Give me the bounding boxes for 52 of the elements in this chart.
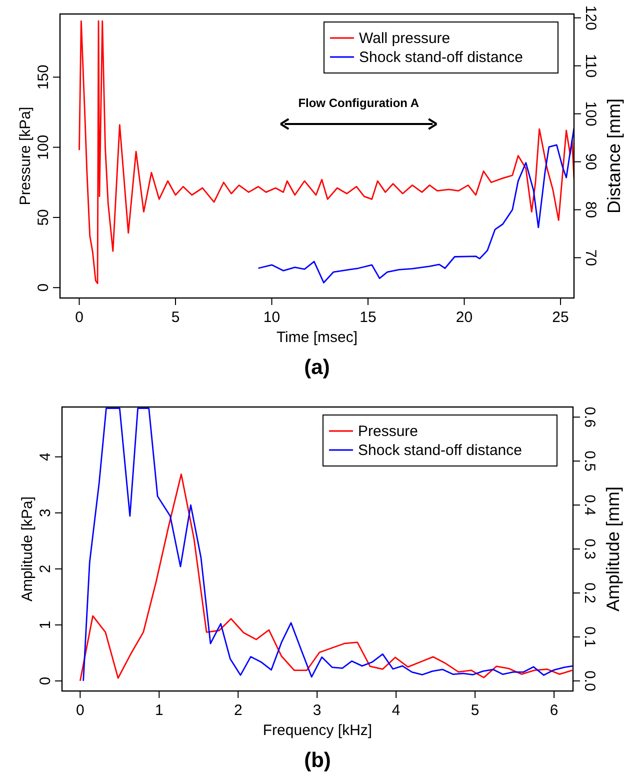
x-tick-label: 3 <box>312 702 322 719</box>
x-tick-label: 15 <box>360 309 376 326</box>
annotation: Flow Configuration A <box>298 96 420 110</box>
legend-label: Pressure <box>358 423 418 440</box>
y-tick-label: 0 <box>35 283 52 292</box>
x-tick-label: 1 <box>154 702 164 719</box>
x-axis-title: Time [msec] <box>276 329 358 346</box>
y-axis-title: Amplitude [kPa] <box>19 496 36 602</box>
legend-label: Wall pressure <box>359 30 450 47</box>
y-tick-label: 3 <box>37 508 54 518</box>
y2-tick-label: 0.4 <box>581 494 598 516</box>
x-tick-label: 0 <box>75 309 84 326</box>
y2-axis-title: Amplitude [mm] <box>603 486 623 612</box>
x-tick-label: 25 <box>552 309 569 326</box>
y-tick-label: 100 <box>35 134 52 160</box>
x-tick-label: 10 <box>263 309 280 326</box>
x-tick-label: 4 <box>392 702 400 719</box>
legend-label: Shock stand-off distance <box>359 49 523 66</box>
y2-tick-label: 70 <box>582 249 599 266</box>
y-tick-label: 4 <box>37 452 54 462</box>
x-tick-label: 20 <box>456 309 473 326</box>
x-tick-label: 5 <box>470 702 480 719</box>
y-tick-label: 2 <box>37 564 54 574</box>
y2-tick-label: 80 <box>582 201 599 218</box>
x-axis-title: Frequency [kHz] <box>262 722 372 739</box>
y2-tick-label: 0.0 <box>581 670 598 692</box>
y-tick-label: 1 <box>37 620 54 630</box>
line-series <box>82 408 573 682</box>
y2-tick-label: 0.6 <box>581 406 598 428</box>
legend-label: Shock stand-off distance <box>358 442 522 459</box>
line-series <box>79 474 573 682</box>
y-tick-label: 50 <box>35 209 52 226</box>
y-tick-label: 0 <box>37 676 54 686</box>
y2-tick-label: 120 <box>582 5 599 30</box>
y-tick-label: 150 <box>35 64 52 90</box>
y2-tick-label: 110 <box>582 54 599 78</box>
y2-tick-label: 100 <box>582 101 599 126</box>
text: (b) <box>304 749 331 772</box>
y2-tick-label: 0.1 <box>581 626 598 648</box>
y2-tick-label: 0.5 <box>581 450 598 472</box>
text: (a) <box>304 356 330 379</box>
line-series <box>78 20 574 284</box>
x-tick-label: 2 <box>234 702 242 719</box>
x-tick-label: 5 <box>171 309 180 326</box>
line-series <box>258 127 574 284</box>
y2-tick-label: 0.2 <box>581 582 598 604</box>
y-axis-title: Pressure [kPa] <box>17 106 34 206</box>
x-tick-label: 0 <box>76 702 84 719</box>
x-tick-label: 6 <box>550 702 558 719</box>
y2-tick-label: 0.3 <box>581 538 598 560</box>
y2-tick-label: 90 <box>582 153 599 170</box>
y2-axis-title: Distance [mm] <box>604 98 624 214</box>
